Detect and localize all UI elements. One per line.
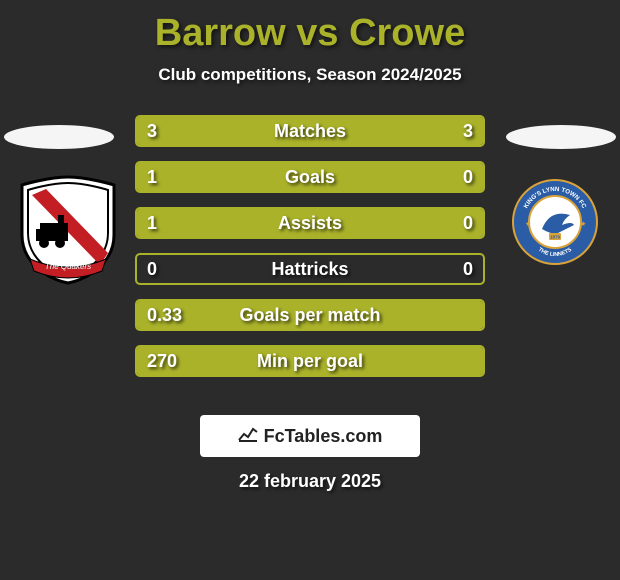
comparison-panel: The Quakers KING'S LYNN TOWN FC THE LINN… xyxy=(0,115,620,395)
shield-icon: The Quakers xyxy=(18,175,118,285)
stat-bar-row: Hattricks0 0 xyxy=(135,253,485,285)
bar-value-left: 0 xyxy=(147,259,157,280)
bar-fill-right xyxy=(400,209,483,237)
bar-fill-left xyxy=(137,117,310,145)
bar-fill-left xyxy=(137,347,483,375)
footer-date: 22 february 2025 xyxy=(0,471,620,492)
round-badge-icon: KING'S LYNN TOWN FC THE LINNETS 1879 ★ ★ xyxy=(512,179,598,265)
bar-fill-left xyxy=(137,163,400,191)
stat-bar-row: Min per goal270 xyxy=(135,345,485,377)
left-platform-ellipse xyxy=(4,125,114,149)
stat-bar-row: Goals per match0.33 xyxy=(135,299,485,331)
bar-fill-left xyxy=(137,301,483,329)
page-subtitle: Club competitions, Season 2024/2025 xyxy=(0,65,620,85)
bar-fill-left xyxy=(137,209,400,237)
home-club-crest: The Quakers xyxy=(18,175,118,285)
stat-bar-row: Assists10 xyxy=(135,207,485,239)
branding-text: FcTables.com xyxy=(264,426,383,447)
crest-ribbon-text: The Quakers xyxy=(45,262,91,271)
away-club-crest: KING'S LYNN TOWN FC THE LINNETS 1879 ★ ★ xyxy=(510,177,600,267)
stat-bar-row: Goals10 xyxy=(135,161,485,193)
branding-badge: FcTables.com xyxy=(200,415,420,457)
svg-text:★: ★ xyxy=(525,220,531,228)
bar-fill-right xyxy=(400,163,483,191)
bar-fill-right xyxy=(310,117,483,145)
page-title: Barrow vs Crowe xyxy=(0,0,620,55)
stat-bar-row: Matches33 xyxy=(135,115,485,147)
right-platform-ellipse xyxy=(506,125,616,149)
chart-line-icon xyxy=(238,426,258,447)
crest-year: 1879 xyxy=(550,235,561,240)
svg-text:★: ★ xyxy=(580,220,586,228)
stat-bars: Matches33 Goals10 Assists10 Hattricks0 0 Goal… xyxy=(135,115,485,377)
bar-label: Hattricks xyxy=(137,259,483,280)
bar-value-right: 0 xyxy=(463,259,473,280)
